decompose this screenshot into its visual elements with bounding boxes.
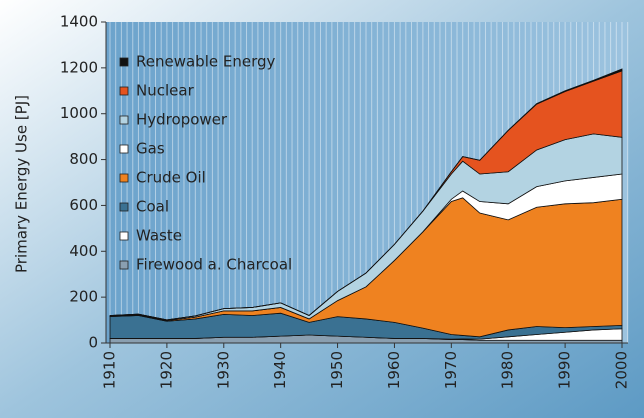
legend-label: Nuclear [136, 82, 195, 100]
area [109, 68, 623, 321]
y-tick-label: 400 [69, 242, 98, 260]
y-tick-label: 0 [88, 334, 98, 352]
x-tick-label: 2000 [613, 351, 631, 389]
legend-swatch [119, 115, 129, 125]
y-tick-label: 1400 [60, 13, 98, 31]
y-tick-label: 800 [69, 150, 98, 168]
legend-label: Crude Oil [136, 169, 206, 187]
x-tick-label: 1930 [214, 351, 232, 389]
x-tick-label: 1960 [385, 351, 403, 389]
x-tick-label: 1980 [499, 351, 517, 389]
legend-swatch [119, 231, 129, 241]
legend-swatch [119, 260, 129, 270]
x-tick-label: 1910 [101, 351, 119, 389]
y-tick-label: 1200 [60, 58, 98, 76]
x-tick-label: 1950 [328, 351, 346, 389]
legend-label: Waste [136, 227, 182, 245]
legend-swatch [119, 86, 129, 96]
x-tick-label: 1940 [271, 351, 289, 389]
legend-label: Coal [136, 198, 169, 216]
x-tick-label: 1990 [556, 351, 574, 389]
legend-swatch [119, 202, 129, 212]
legend-label: Gas [136, 140, 165, 158]
legend-label: Firewood a. Charcoal [136, 256, 292, 274]
legend-label: Hydropower [136, 111, 228, 129]
x-tick-label: 1970 [442, 351, 460, 389]
legend-swatch [119, 144, 129, 154]
y-tick-label: 200 [69, 288, 98, 306]
x-tick-label: 1920 [157, 351, 175, 389]
legend-swatch [119, 173, 129, 183]
legend-swatch [119, 57, 129, 67]
y-tick-label: 600 [69, 196, 98, 214]
y-tick-label: 1000 [60, 104, 98, 122]
legend-label: Renewable Energy [136, 53, 275, 71]
y-axis-label: Primary Energy Use [PJ] [13, 95, 31, 273]
